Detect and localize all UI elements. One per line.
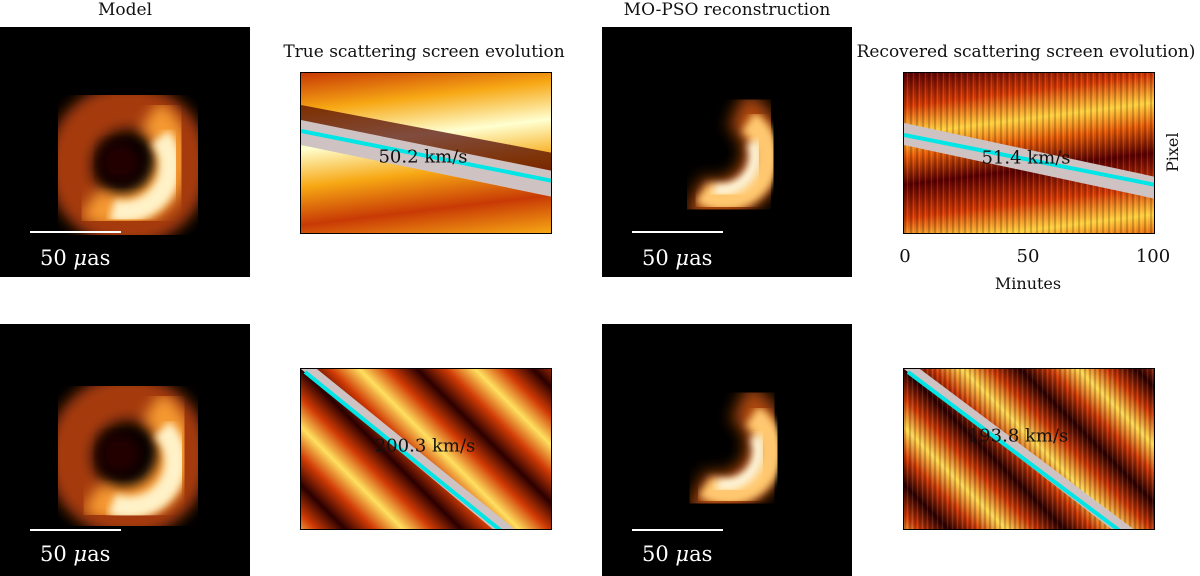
title-reconstruction: MO-PSO reconstruction <box>623 0 831 20</box>
reconstruction-image-row2: 50 μas <box>602 324 852 576</box>
scale-label: 50 μas <box>642 542 713 566</box>
reconstruction-image-row1: 50 μas <box>602 27 852 277</box>
scale-label: 50 μas <box>40 246 111 270</box>
velocity-true-row2: 200.3 km/s <box>374 435 476 457</box>
scale-bar <box>632 231 723 233</box>
velocity-recovered-row2: 193.8 km/s <box>967 425 1069 447</box>
title-model: Model <box>97 0 153 20</box>
scale-bar <box>30 529 121 531</box>
y-axis-label: Pixel <box>1163 132 1182 173</box>
x-axis-label: Minutes <box>994 274 1062 293</box>
scale-label: 50 μas <box>642 246 713 270</box>
true-screen-row2: 200.3 km/s <box>300 368 552 530</box>
recovered-screen-row1: 51.4 km/s <box>903 72 1155 234</box>
x-tick-100: 100 <box>1135 246 1171 267</box>
x-tick-0: 0 <box>899 246 911 267</box>
scale-label: 50 μas <box>40 542 111 566</box>
scale-bar <box>632 529 723 531</box>
x-tick-50: 50 <box>1016 246 1040 267</box>
model-image-row1: 50 μas <box>0 27 250 277</box>
title-recovered-screen: Recovered scattering screen evolution) <box>856 42 1196 62</box>
true-screen-row1: 50.2 km/s <box>300 72 552 234</box>
model-image-row2: 50 μas <box>0 324 250 576</box>
title-true-screen: True scattering screen evolution <box>283 42 565 62</box>
scale-bar <box>30 231 121 233</box>
velocity-recovered-row1: 51.4 km/s <box>981 147 1071 169</box>
recovered-screen-row2: 193.8 km/s <box>903 368 1155 530</box>
velocity-true-row1: 50.2 km/s <box>378 146 468 168</box>
